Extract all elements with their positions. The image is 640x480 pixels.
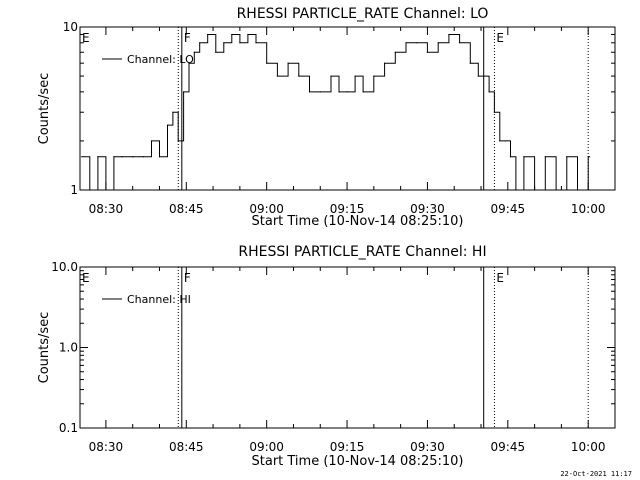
data-point xyxy=(469,62,471,64)
data-point xyxy=(534,189,536,191)
chart-title: RHESSI PARTICLE_RATE Channel: HI xyxy=(238,244,486,260)
data-point xyxy=(199,42,201,44)
data-point xyxy=(576,189,579,191)
data-point xyxy=(183,91,185,93)
series-line xyxy=(81,34,591,191)
y-axis-label: Counts/sec xyxy=(37,312,52,384)
chart-title: RHESSI PARTICLE_RATE Channel: LO xyxy=(237,6,489,22)
data-point xyxy=(477,75,479,77)
data-point xyxy=(308,91,311,93)
x-axis-label: Start Time (10-Nov-14 08:25:10) xyxy=(252,214,464,229)
x-tick-label: 09:45 xyxy=(491,202,526,216)
x-tick-label: 08:30 xyxy=(89,440,124,454)
legend-label: Channel: LO xyxy=(127,53,194,66)
data-point xyxy=(362,91,364,93)
data-point xyxy=(346,91,348,93)
data-point xyxy=(97,156,99,158)
data-point xyxy=(488,91,490,93)
data-point xyxy=(394,51,396,53)
data-point xyxy=(354,75,356,77)
data-point xyxy=(555,189,557,191)
data-point xyxy=(330,75,332,77)
data-point xyxy=(287,62,289,64)
data-point xyxy=(426,51,429,53)
data-point xyxy=(247,33,249,36)
data-point xyxy=(89,189,91,191)
data-point xyxy=(298,75,300,77)
data-point xyxy=(255,42,257,44)
data-point xyxy=(499,140,501,142)
x-axis-label: Start Time (10-Nov-14 08:25:10) xyxy=(252,454,464,469)
data-point xyxy=(239,42,241,44)
data-point xyxy=(276,75,278,77)
data-point xyxy=(121,156,123,158)
data-point xyxy=(193,51,195,53)
data-point xyxy=(177,140,179,142)
x-tick-label: 08:45 xyxy=(169,202,204,216)
data-point xyxy=(416,42,418,44)
x-tick-label: 08:30 xyxy=(89,202,124,216)
data-point xyxy=(504,140,506,142)
data-point xyxy=(81,156,83,158)
data-point xyxy=(113,156,115,158)
x-tick-label: 09:00 xyxy=(249,202,284,216)
event-label: F xyxy=(184,31,191,45)
data-point xyxy=(215,51,217,53)
y-tick-label: 10 xyxy=(63,20,78,34)
plot-frame xyxy=(79,266,616,429)
x-tick-label: 09:15 xyxy=(330,202,365,216)
data-point xyxy=(207,33,209,36)
footer-timestamp: 22-Oct-2021 11:17 xyxy=(560,470,632,478)
data-point xyxy=(188,62,190,64)
data-point xyxy=(172,111,174,113)
x-tick-label: 09:45 xyxy=(491,440,526,454)
data-point xyxy=(150,140,153,142)
data-point xyxy=(483,75,485,77)
data-point xyxy=(338,91,340,93)
x-tick-label: 09:30 xyxy=(410,440,445,454)
data-point xyxy=(405,42,407,44)
data-point xyxy=(158,156,161,158)
y-tick-label: 10.0 xyxy=(51,260,78,274)
data-point xyxy=(166,124,169,126)
x-tick-label: 08:45 xyxy=(169,440,204,454)
data-point xyxy=(132,156,134,158)
x-tick-label: 09:15 xyxy=(330,440,365,454)
data-point xyxy=(105,189,107,191)
x-tick-label: 10:00 xyxy=(571,440,606,454)
data-point xyxy=(458,42,461,44)
data-point xyxy=(566,156,568,158)
data-point xyxy=(544,156,546,158)
data-point xyxy=(493,111,496,113)
data-point xyxy=(319,91,321,93)
data-point xyxy=(231,33,233,36)
data-point xyxy=(515,189,517,191)
event-label: E xyxy=(82,271,90,285)
data-point xyxy=(437,42,439,44)
data-point xyxy=(142,156,145,158)
y-tick-label: 1.0 xyxy=(59,341,78,355)
event-label: F xyxy=(184,271,191,285)
event-label: E xyxy=(82,31,90,45)
data-point xyxy=(523,156,525,158)
data-point xyxy=(448,33,450,36)
y-tick-label: 0.1 xyxy=(59,421,78,435)
x-tick-label: 09:30 xyxy=(410,202,445,216)
data-point xyxy=(509,156,512,158)
x-tick-label: 09:00 xyxy=(249,440,284,454)
data-point xyxy=(223,42,225,44)
event-label: E xyxy=(496,271,504,285)
data-point xyxy=(373,75,375,77)
y-tick-label: 1 xyxy=(70,183,78,197)
legend-label: Channel: HI xyxy=(127,293,191,306)
data-point xyxy=(266,62,268,64)
event-label: E xyxy=(496,31,504,45)
data-point xyxy=(587,156,589,158)
data-point xyxy=(383,62,386,64)
x-tick-label: 10:00 xyxy=(571,202,606,216)
y-axis-label: Counts/sec xyxy=(37,73,52,145)
